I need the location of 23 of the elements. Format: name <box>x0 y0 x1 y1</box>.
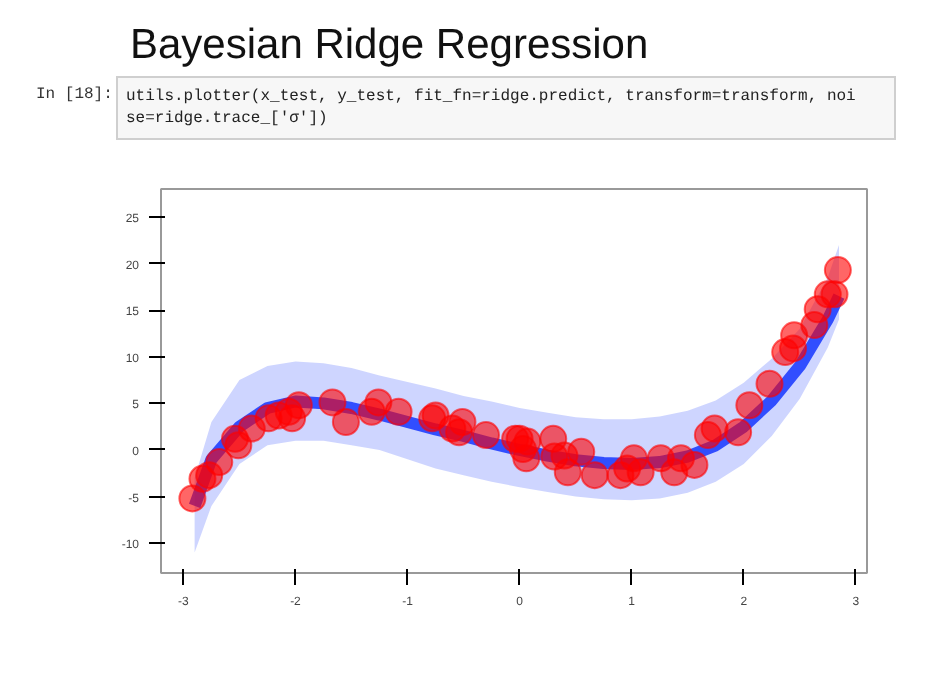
point <box>318 388 347 417</box>
text: In [18]: <box>36 84 113 107</box>
point <box>553 458 582 487</box>
point <box>619 444 648 473</box>
point <box>513 427 542 456</box>
point <box>823 256 852 285</box>
text: utils.plotter(x_test, y_test, fit_fn=ridge.predict, transform=transform, noise=ridge.trace_['σ']) <box>126 86 856 132</box>
point <box>779 334 808 363</box>
point <box>205 448 234 477</box>
point <box>735 391 764 420</box>
point <box>384 397 413 426</box>
point <box>755 369 784 398</box>
point <box>567 437 596 466</box>
point <box>680 450 709 479</box>
chart-title: Bayesian Ridge Regression <box>130 20 649 72</box>
point <box>445 418 474 447</box>
point <box>284 391 313 420</box>
point <box>700 414 729 443</box>
point <box>820 280 849 309</box>
point <box>580 461 609 490</box>
point <box>724 418 753 447</box>
point <box>331 408 360 436</box>
point <box>471 421 500 450</box>
